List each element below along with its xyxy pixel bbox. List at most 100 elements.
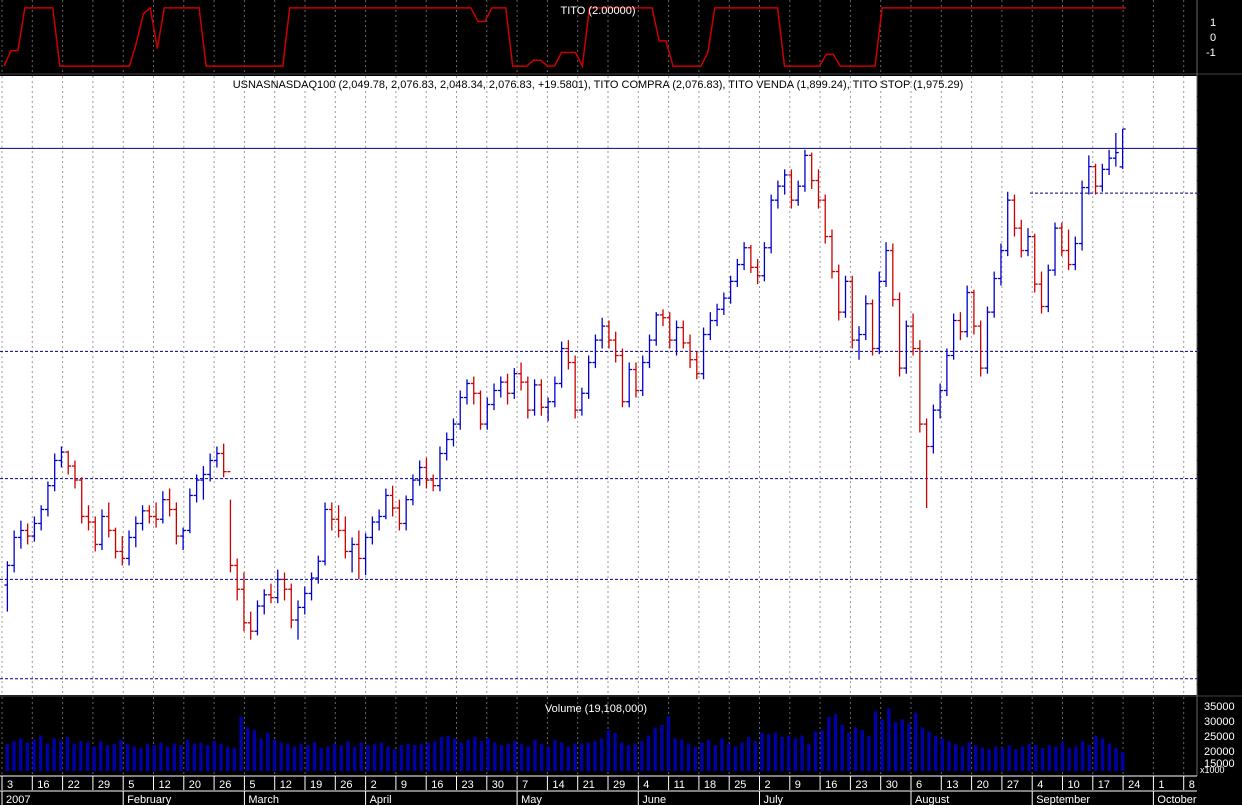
- ohlc-bar: [247, 611, 254, 640]
- ohlc-bar: [234, 558, 241, 601]
- ohlc-bar: [443, 432, 450, 461]
- ohlc-bar: [436, 446, 443, 492]
- price-tick-label: 1990: [1207, 247, 1230, 258]
- date-tick-label: 26: [340, 779, 352, 791]
- price-tick-label: 1680: [1207, 680, 1230, 691]
- indicator-tick-label: -1: [1206, 47, 1216, 59]
- ohlc-bar: [524, 376, 531, 419]
- price-bars: [4, 128, 1126, 640]
- ohlc-bar: [105, 502, 112, 538]
- ohlc-bar: [119, 536, 126, 566]
- date-tick-label: 23: [855, 779, 867, 791]
- price-tick-label: 1860: [1207, 428, 1230, 439]
- ohlc-bar: [159, 491, 166, 524]
- ohlc-bar: [1085, 155, 1092, 195]
- ohlc-bar: [687, 334, 694, 369]
- ohlc-bar: [599, 317, 606, 349]
- month-label: February: [127, 794, 172, 805]
- price-tick-label: 2070: [1207, 135, 1230, 146]
- date-tick-label: 12: [280, 779, 292, 791]
- ohlc-bar: [585, 355, 592, 399]
- price-tick-label: 2100: [1207, 93, 1230, 104]
- price-tick-label: 1830: [1207, 470, 1230, 481]
- ohlc-bar: [693, 351, 700, 380]
- ohlc-bar: [795, 180, 802, 206]
- price-panel-caption: USNASNASDAQ100 (2,049.78, 2,076.83, 2,04…: [233, 79, 964, 91]
- ohlc-bar: [38, 505, 45, 531]
- ohlc-bar: [423, 457, 430, 489]
- ohlc-bar: [997, 243, 1004, 286]
- ohlc-bar: [700, 327, 707, 380]
- price-tick-label: 1780: [1207, 540, 1230, 551]
- volume-panel-title: Volume (19,108,000): [545, 703, 647, 715]
- ohlc-bar: [1004, 191, 1011, 257]
- ohlc-bar: [666, 312, 673, 349]
- ohlc-bar: [896, 292, 903, 377]
- ohlc-bar: [44, 481, 51, 517]
- ohlc-bar: [491, 383, 498, 411]
- date-tick-label: 19: [310, 779, 322, 791]
- ohlc-bar: [274, 569, 281, 604]
- ohlc-bar: [1018, 219, 1025, 258]
- ohlc-bar: [572, 355, 579, 419]
- ohlc-bar: [619, 348, 626, 408]
- ohlc-bar: [511, 368, 518, 399]
- ohlc-bar: [889, 243, 896, 307]
- price-tick-label: 1730: [1207, 610, 1230, 621]
- date-tick-label: 6: [916, 779, 922, 791]
- price-tick-label: 2090: [1207, 107, 1230, 118]
- date-tick-label: 30: [492, 779, 504, 791]
- ohlc-bar: [910, 313, 917, 356]
- ohlc-bar: [612, 331, 619, 363]
- ohlc-bar: [518, 362, 525, 391]
- ohlc-bar: [227, 471, 234, 573]
- ohlc-bar: [835, 264, 842, 321]
- date-tick-label: 5: [249, 779, 255, 791]
- ohlc-bar: [1079, 180, 1086, 251]
- price-tick-label: 1880: [1207, 400, 1230, 411]
- date-tick-label: 9: [795, 779, 801, 791]
- ohlc-bar: [754, 258, 761, 285]
- price-panel-background: [0, 76, 1197, 695]
- ohlc-bar: [646, 334, 653, 369]
- ohlc-bar: [99, 509, 106, 551]
- ohlc-bar: [815, 169, 822, 209]
- ohlc-bar: [761, 242, 768, 282]
- price-axis: 1680 1690 1700 1710 1720 1730 1740 1750 1760 1770…: [1197, 93, 1230, 691]
- ohlc-bar: [632, 362, 639, 398]
- ohlc-bar: [166, 488, 173, 517]
- ohlc-bar: [470, 376, 477, 405]
- ohlc-bar: [389, 485, 396, 517]
- volume-tick-label: 20000: [1204, 746, 1235, 758]
- ohlc-bar: [71, 460, 78, 489]
- ohlc-bar: [288, 583, 295, 629]
- ohlc-bar: [531, 379, 538, 416]
- volume-tick-label: 15000: [1204, 758, 1235, 770]
- ohlc-bar: [308, 572, 315, 601]
- month-label: August: [915, 794, 949, 805]
- ohlc-bar: [132, 516, 139, 548]
- ohlc-bar: [180, 527, 187, 551]
- tito-line: [3, 6, 1126, 69]
- ohlc-bar: [328, 502, 335, 531]
- ohlc-bar: [207, 453, 214, 482]
- ohlc-bar: [31, 516, 38, 542]
- ohlc-bar: [504, 373, 511, 405]
- ohlc-bar: [856, 326, 863, 360]
- price-tick-label: 1890: [1207, 387, 1230, 398]
- ohlc-bar: [1065, 229, 1072, 271]
- ohlc-bar: [768, 194, 775, 254]
- date-axis: 3 16 22 29 5 12 20 26 5 12 19 26 2 9 16 23 30 7 14 21 29 4 11 1…: [0, 775, 1197, 805]
- price-tick-label: 1820: [1207, 484, 1230, 495]
- ohlc-bar: [565, 340, 572, 370]
- ohlc-bar: [592, 334, 599, 369]
- volume-tick-label: 35000: [1204, 701, 1235, 713]
- date-tick-label: 18: [704, 779, 716, 791]
- ohlc-bar: [430, 474, 437, 492]
- ohlc-bar: [457, 390, 464, 430]
- ohlc-bar: [741, 242, 748, 271]
- ohlc-bar: [213, 446, 220, 468]
- date-tick-label: 4: [1037, 779, 1043, 791]
- ohlc-bar: [964, 285, 971, 338]
- date-tick-label: 30: [886, 779, 898, 791]
